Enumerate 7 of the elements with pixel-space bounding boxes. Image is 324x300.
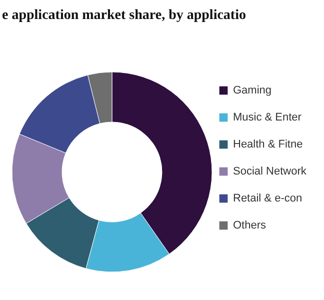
legend-label: Retail & e-con (233, 192, 302, 204)
legend-label: Gaming (233, 84, 272, 96)
legend-label: Health & Fitne (233, 138, 303, 150)
legend-label: Music & Enter (233, 112, 302, 124)
chart-title: e application market share, by applicatio (2, 8, 246, 23)
legend-label: Social Network (233, 166, 307, 178)
legend-label: Others (233, 220, 267, 232)
